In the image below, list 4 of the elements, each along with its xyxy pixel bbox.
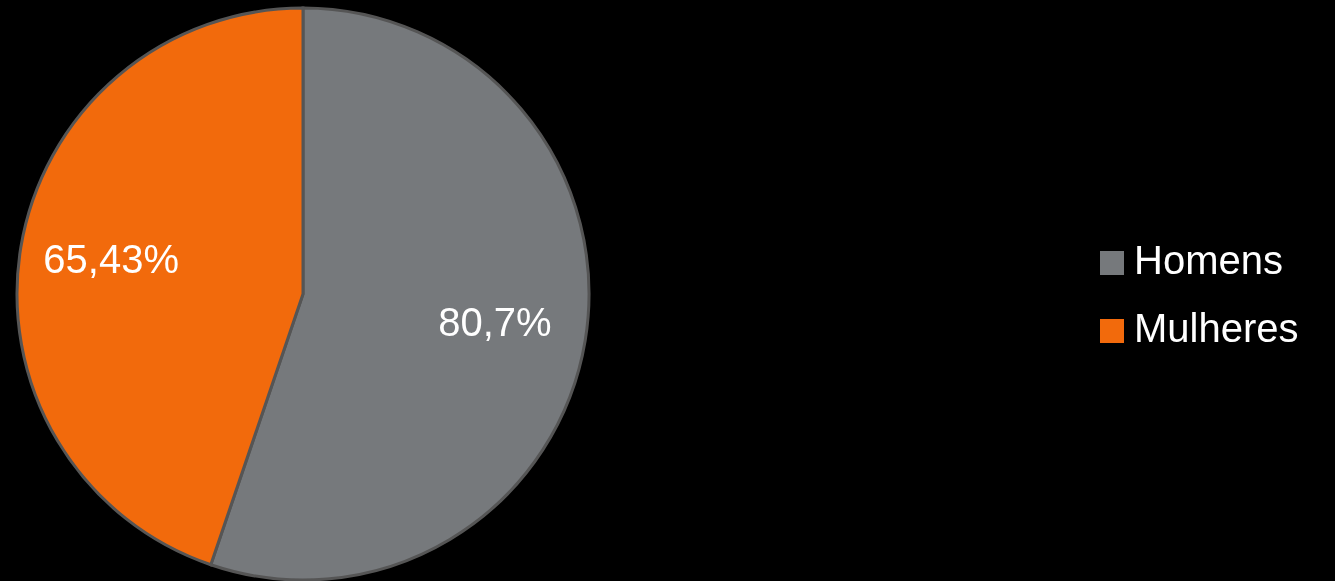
data-label: 80,7% xyxy=(438,300,552,345)
legend-label: Homens xyxy=(1134,237,1283,282)
data-label: 65,43% xyxy=(43,236,179,281)
legend-label: Mulheres xyxy=(1134,305,1299,350)
